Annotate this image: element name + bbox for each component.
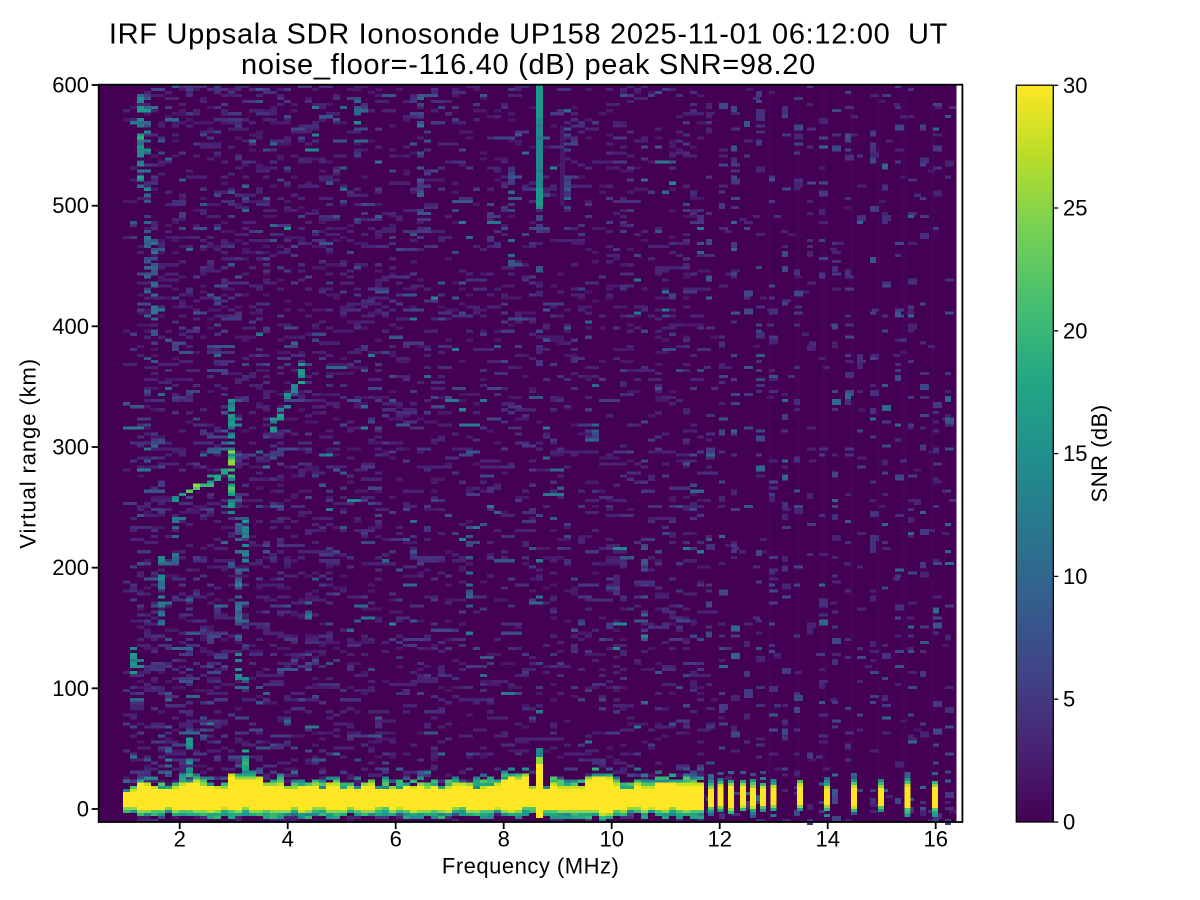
svg-text:SNR (dB): SNR (dB) bbox=[1087, 404, 1112, 502]
svg-text:IRF Uppsala SDR Ionosonde UP15: IRF Uppsala SDR Ionosonde UP158 2025-11-… bbox=[109, 19, 948, 51]
svg-text:10: 10 bbox=[1063, 564, 1087, 589]
svg-text:400: 400 bbox=[52, 314, 89, 339]
svg-text:12: 12 bbox=[707, 827, 731, 852]
svg-text:15: 15 bbox=[1063, 441, 1087, 466]
svg-text:0: 0 bbox=[77, 797, 89, 822]
svg-text:30: 30 bbox=[1063, 73, 1087, 98]
svg-text:2: 2 bbox=[174, 827, 186, 852]
svg-text:noise_floor=-116.40 (dB) peak: noise_floor=-116.40 (dB) peak SNR=98.20 bbox=[241, 49, 816, 81]
svg-text:200: 200 bbox=[52, 555, 89, 580]
svg-text:0: 0 bbox=[1063, 810, 1075, 835]
svg-text:Virtual range (km): Virtual range (km) bbox=[16, 358, 41, 549]
svg-text:Frequency (MHz): Frequency (MHz) bbox=[442, 854, 619, 879]
svg-text:10: 10 bbox=[599, 827, 623, 852]
svg-text:8: 8 bbox=[498, 827, 510, 852]
svg-text:5: 5 bbox=[1063, 687, 1075, 712]
svg-text:20: 20 bbox=[1063, 318, 1087, 343]
svg-text:500: 500 bbox=[52, 193, 89, 218]
svg-text:16: 16 bbox=[923, 827, 947, 852]
svg-text:300: 300 bbox=[52, 435, 89, 460]
svg-text:14: 14 bbox=[815, 827, 839, 852]
svg-text:4: 4 bbox=[282, 827, 294, 852]
svg-text:6: 6 bbox=[390, 827, 402, 852]
svg-text:25: 25 bbox=[1063, 196, 1087, 221]
svg-text:600: 600 bbox=[52, 73, 89, 98]
svg-text:100: 100 bbox=[52, 676, 89, 701]
